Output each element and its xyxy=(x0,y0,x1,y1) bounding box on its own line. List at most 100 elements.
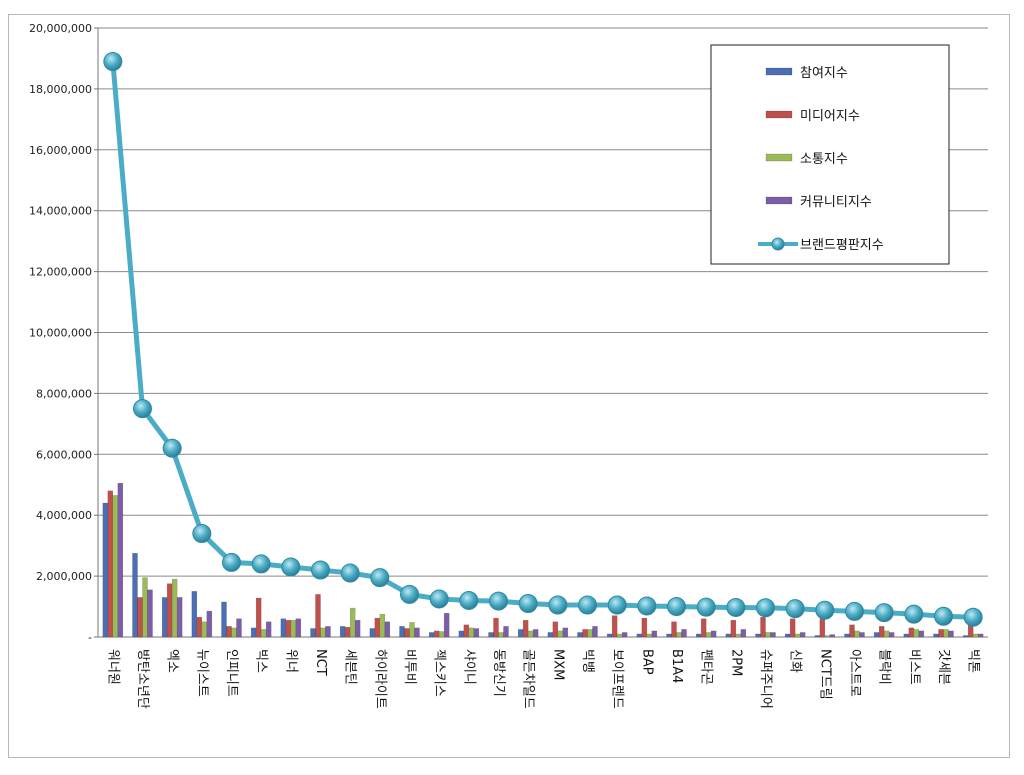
point-세븐틴 xyxy=(340,563,360,583)
bar-미디어지수-BAP xyxy=(641,617,648,638)
line-series xyxy=(103,51,983,627)
bar-소통지수-갓세븐 xyxy=(943,629,949,638)
bar-참여지수-NCT xyxy=(310,628,316,638)
bar-미디어지수-2PM xyxy=(730,620,737,638)
bar-참여지수-B1A4 xyxy=(666,633,672,638)
bar-참여지수-골든차일드 xyxy=(517,629,524,638)
point-2PM xyxy=(726,597,746,617)
x-tick-label: 위너 xyxy=(283,649,298,673)
bar-소통지수-MXM xyxy=(557,630,564,638)
bar-소통지수-신화 xyxy=(794,633,801,638)
y-tick-label: 10,000,000 xyxy=(29,327,92,340)
bar-참여지수-샤이니 xyxy=(458,630,465,638)
point-비투비 xyxy=(400,584,419,604)
bar-커뮤니티지수-아스트로 xyxy=(859,632,865,638)
bar-참여지수-위너 xyxy=(280,618,287,638)
x-tick-label: 골든차일드 xyxy=(521,649,536,709)
point-골든차일드 xyxy=(518,594,538,614)
x-tick-label: 엑소 xyxy=(165,649,180,673)
point-빅스 xyxy=(251,554,271,574)
bar-소통지수-방탄소년단 xyxy=(142,577,148,638)
legend-swatch xyxy=(765,196,793,205)
y-axis-ticks: - 2,000,000 4,000,000 6,000,000 8,000,000 10,… xyxy=(29,22,92,644)
point-MXM xyxy=(548,595,568,615)
bar-미디어지수-블락비 xyxy=(878,626,885,638)
bar-커뮤니티지수-2PM xyxy=(740,629,747,638)
bar-커뮤니티지수-슈퍼주니어 xyxy=(770,632,776,638)
point-신화 xyxy=(785,599,805,619)
bar-참여지수-빅뱅 xyxy=(577,632,583,638)
x-tick-label: 비투비 xyxy=(402,649,417,685)
x-tick-label: 방탄소년단 xyxy=(135,649,150,709)
point-펜타곤 xyxy=(696,597,716,617)
x-tick-label: 블락비 xyxy=(877,649,892,685)
bar-참여지수-NCT드림 xyxy=(814,635,821,638)
bar-미디어지수-젝스키스 xyxy=(433,630,440,638)
bar-참여지수-2PM xyxy=(725,633,732,638)
bar-참여지수-펜타곤 xyxy=(695,633,702,638)
bar-참여지수-방탄소년단 xyxy=(132,553,138,638)
bar-소통지수-빅톤 xyxy=(972,633,979,638)
bar-소통지수-인피니트 xyxy=(231,627,237,638)
point-비스트 xyxy=(904,604,924,624)
x-tick-label: 비스트 xyxy=(906,649,921,685)
bar-커뮤니티지수-MXM xyxy=(562,627,569,638)
bar-미디어지수-뉴이스트 xyxy=(196,616,203,638)
x-tick-label: 샤이니 xyxy=(461,649,476,685)
x-tick-label: 세븐틴 xyxy=(343,649,358,685)
bar-소통지수-2PM xyxy=(735,633,742,638)
bar-참여지수-하이라이트 xyxy=(369,628,376,638)
legend-label: 미디어지수 xyxy=(800,109,860,124)
bar-참여지수-신화 xyxy=(784,633,791,638)
bar-미디어지수-위너 xyxy=(285,620,292,638)
y-tick-label: 2,000,000 xyxy=(36,570,92,583)
y-tick-label: 4,000,000 xyxy=(36,509,92,522)
bar-미디어지수-펜타곤 xyxy=(700,618,707,638)
y-tick-label: 8,000,000 xyxy=(36,387,92,400)
bar-커뮤니티지수-하이라이트 xyxy=(384,621,391,638)
point-빅톤 xyxy=(963,607,983,627)
point-BAP xyxy=(637,596,657,616)
bar-미디어지수-MXM xyxy=(552,621,559,638)
point-샤이니 xyxy=(459,590,479,610)
x-tick-label: BAP xyxy=(639,649,654,675)
legend-marker xyxy=(771,237,785,251)
point-위너 xyxy=(281,557,301,577)
bar-커뮤니티지수-블락비 xyxy=(888,632,895,638)
bar-커뮤니티지수-신화 xyxy=(799,632,806,638)
bar-소통지수-빅스 xyxy=(260,629,267,638)
bar-참여지수-젝스키스 xyxy=(428,632,435,638)
bar-커뮤니티지수-인피니트 xyxy=(236,618,242,638)
legend-box xyxy=(710,44,950,265)
bar-커뮤니티지수-뉴이스트 xyxy=(206,610,213,638)
bar-커뮤니티지수-샤이니 xyxy=(473,628,480,638)
x-tick-label: 하이라이트 xyxy=(372,649,387,709)
legend-label: 소통지수 xyxy=(800,152,848,167)
bar-참여지수-슈퍼주니어 xyxy=(755,633,761,638)
y-tick-label: 20,000,000 xyxy=(29,22,92,35)
legend-label: 커뮤니티지수 xyxy=(800,195,872,210)
bar-미디어지수-워너원 xyxy=(107,490,114,638)
bar-미디어지수-세븐틴 xyxy=(344,627,351,638)
bar-미디어지수-빅뱅 xyxy=(582,629,588,638)
bar-미디어지수-동방신기 xyxy=(493,617,499,638)
bar-참여지수-빅톤 xyxy=(962,635,969,638)
x-tick-label: 인피니트 xyxy=(224,649,239,697)
point-뉴이스트 xyxy=(192,523,212,543)
bar-참여지수-인피니트 xyxy=(221,601,227,638)
bar-커뮤니티지수-비스트 xyxy=(918,630,925,638)
bar-소통지수-비투비 xyxy=(409,622,415,638)
legend-swatch xyxy=(765,110,793,119)
legend-label: 참여지수 xyxy=(800,66,848,81)
bar-커뮤니티지수-세븐틴 xyxy=(354,620,361,638)
point-NCT드림 xyxy=(815,600,835,620)
x-tick-label: 워너원 xyxy=(105,649,120,685)
bar-커뮤니티지수-보이프렌드 xyxy=(621,632,628,638)
x-tick-label: NCT드림 xyxy=(817,649,832,700)
bar-커뮤니티지수-워너원 xyxy=(117,482,124,638)
bar-미디어지수-보이프렌드 xyxy=(611,615,618,638)
bar-미디어지수-방탄소년단 xyxy=(137,597,143,638)
point-아스트로 xyxy=(845,601,864,621)
